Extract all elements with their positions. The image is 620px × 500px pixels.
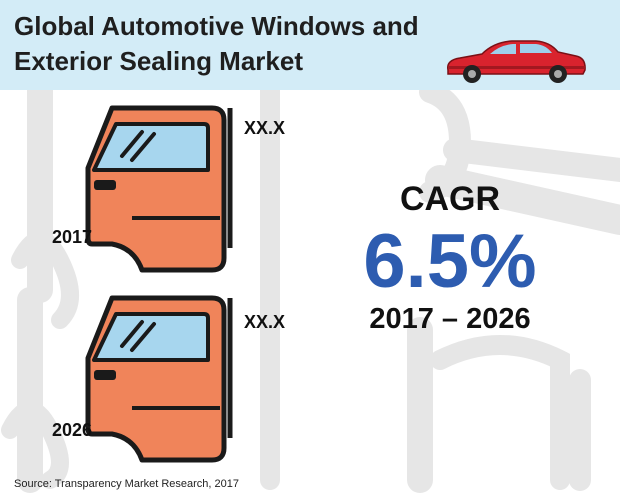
header-banner: Global Automotive Windows and Exterior S… bbox=[0, 0, 620, 90]
title-line-1: Global Automotive Windows and bbox=[14, 11, 419, 41]
cagr-label: CAGR bbox=[399, 180, 501, 218]
market-value-2026: XX.X bbox=[244, 312, 286, 332]
source-note: Source: Transparency Market Research, 20… bbox=[14, 478, 240, 490]
car-door-icon-2026 bbox=[85, 295, 233, 463]
year-label-2017: 2017 bbox=[52, 227, 93, 247]
market-value-2017: XX.X bbox=[244, 118, 286, 138]
cagr-period: 2017 – 2026 bbox=[369, 303, 531, 335]
cagr-value: 6.5% bbox=[363, 219, 537, 304]
red-sedan-icon bbox=[447, 40, 586, 83]
car-door-icon-2017 bbox=[85, 105, 233, 273]
year-label-2026: 2026 bbox=[52, 420, 93, 440]
title-line-2: Exterior Sealing Market bbox=[14, 46, 303, 76]
page-title: Global Automotive Windows and Exterior S… bbox=[14, 9, 434, 79]
